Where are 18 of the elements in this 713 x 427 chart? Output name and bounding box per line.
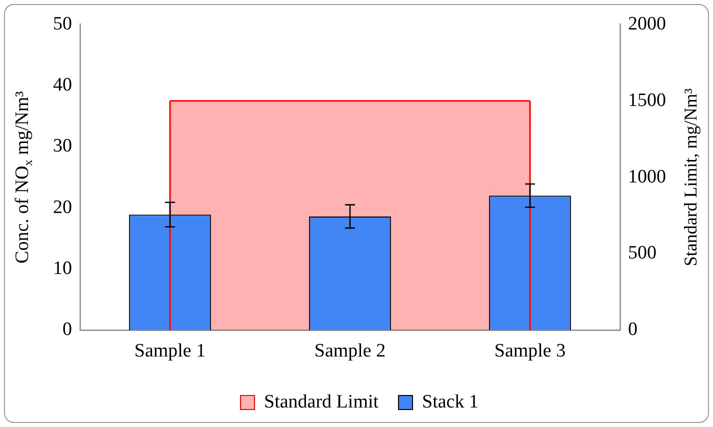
legend-label: Standard Limit xyxy=(264,391,380,412)
y2-tick-label: 1500 xyxy=(628,90,666,111)
y2-axis-title: Standard Limit, mg/Nm³ xyxy=(680,88,701,266)
x-tick-label: Sample 2 xyxy=(314,340,386,362)
y-tick-label: 40 xyxy=(53,74,72,96)
y2-tick-label: 2000 xyxy=(628,13,666,34)
y2-tick-label: 500 xyxy=(628,242,656,264)
y-tick-label: 10 xyxy=(53,258,72,280)
x-tick-label: Sample 1 xyxy=(134,340,206,362)
y-tick-label: 0 xyxy=(62,319,72,340)
y-tick-label: 20 xyxy=(53,196,72,218)
y2-tick-label: 0 xyxy=(628,319,638,340)
y2-tick-label: 1000 xyxy=(628,166,666,188)
y-tick-label: 30 xyxy=(53,136,72,157)
y-tick-label: 50 xyxy=(53,13,72,34)
x-tick-label: Sample 3 xyxy=(494,340,566,362)
y-axis-title: Conc. of NOx mg/Nm³ xyxy=(12,90,35,264)
legend-label: Stack 1 xyxy=(422,391,478,412)
